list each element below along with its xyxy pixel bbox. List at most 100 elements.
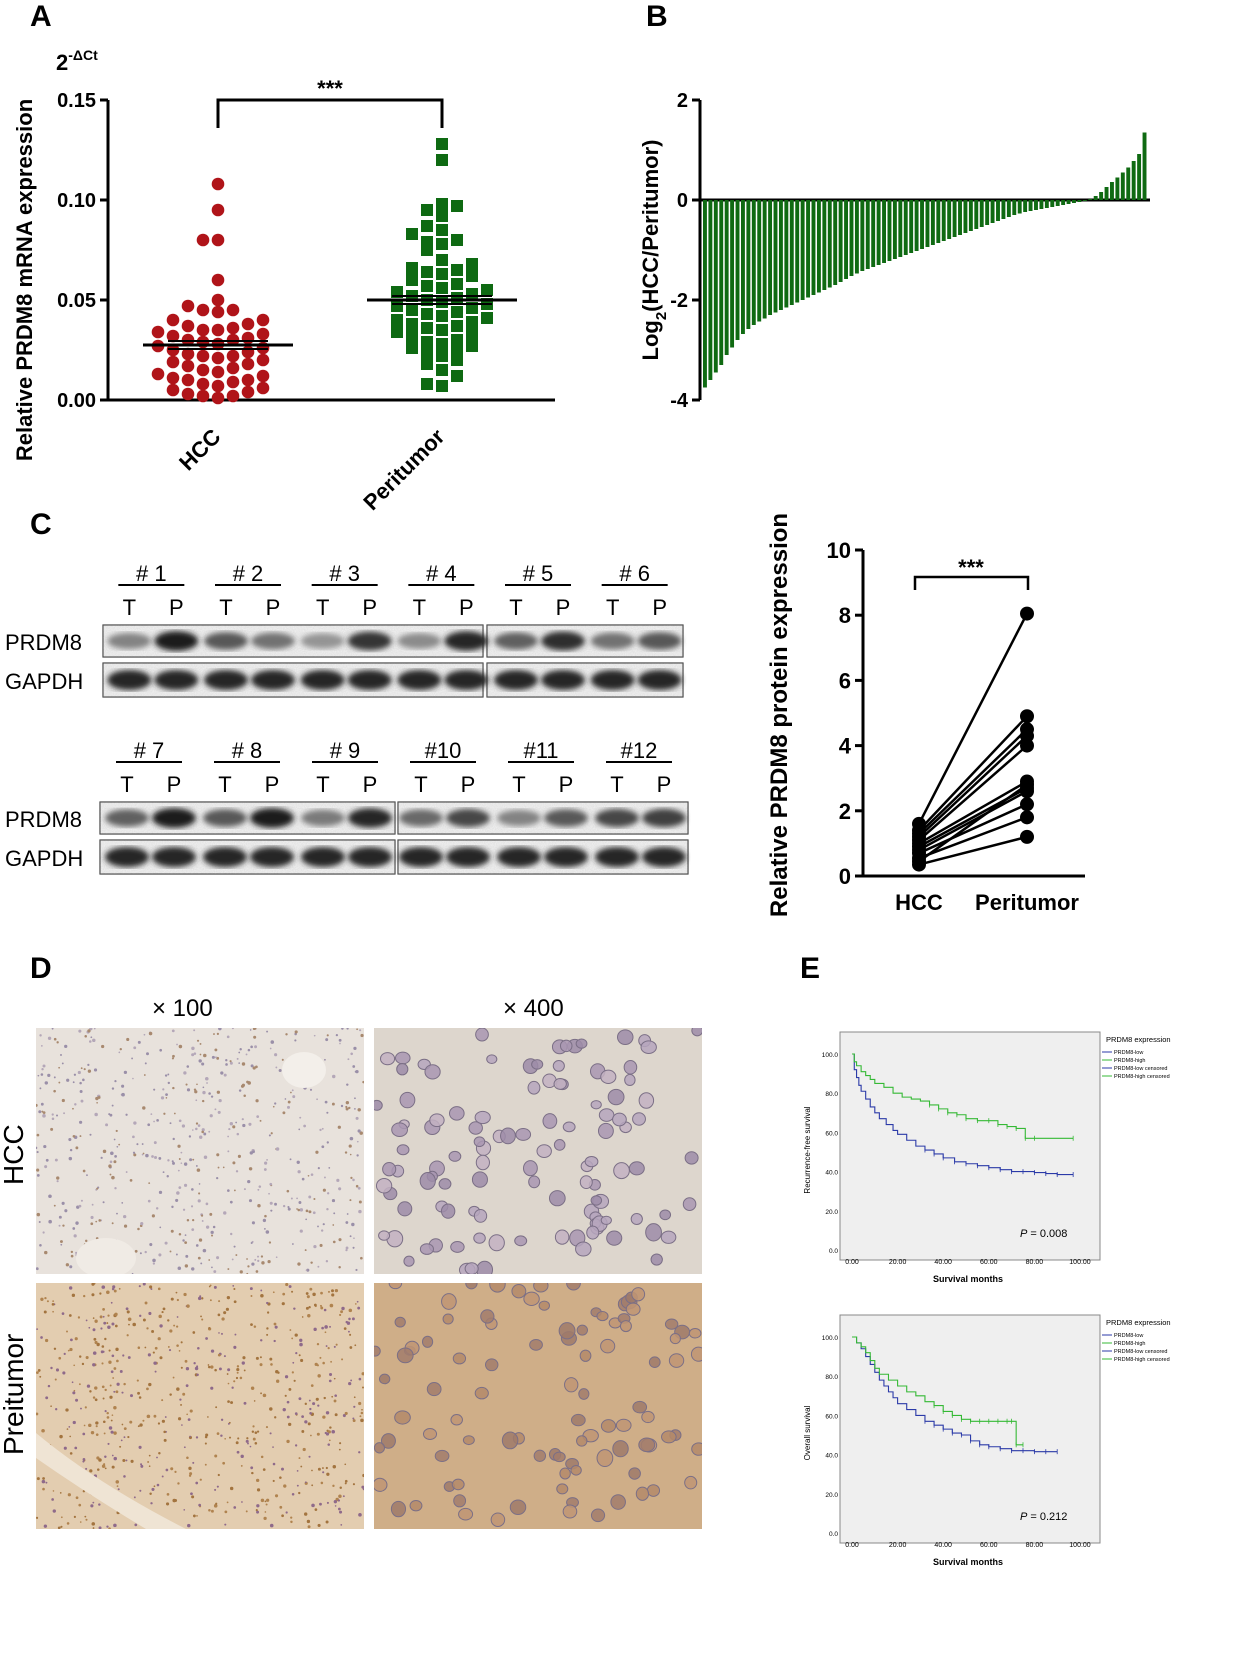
cell-nucleus — [82, 1078, 85, 1082]
cell-nucleus — [113, 1390, 116, 1393]
y-tick-label: -4 — [670, 390, 689, 412]
bar — [854, 200, 859, 274]
pair-line — [918, 744, 1028, 842]
cell-nucleus — [161, 1399, 164, 1402]
cell-nucleus — [260, 1339, 263, 1342]
cell-nucleus — [134, 1249, 138, 1253]
data-point-peritumor — [451, 320, 463, 332]
cell-nucleus — [232, 1125, 236, 1129]
cell-nucleus — [320, 1481, 324, 1485]
micrograph-peritumor-400x — [374, 1283, 702, 1529]
lane-label-t: T — [219, 595, 232, 620]
cell-nucleus — [50, 1405, 52, 1408]
cell-nucleus — [630, 1212, 643, 1225]
cell-nucleus — [201, 1099, 205, 1103]
cell-nucleus — [104, 1455, 107, 1458]
km-x-tick-label: 20.00 — [889, 1542, 907, 1549]
cell-nucleus — [256, 1510, 260, 1514]
cell-nucleus — [125, 1307, 129, 1311]
cell-nucleus — [101, 1285, 106, 1289]
blot-band — [590, 632, 635, 650]
cell-nucleus — [266, 1498, 270, 1502]
cell-nucleus — [195, 1436, 199, 1439]
cell-nucleus — [288, 1422, 292, 1427]
km-legend-title: PRDM8 expression — [1106, 1318, 1171, 1327]
cell-nucleus — [357, 1129, 361, 1133]
cell-nucleus — [279, 1505, 283, 1509]
cell-nucleus — [311, 1469, 313, 1472]
cell-nucleus — [327, 1290, 330, 1293]
cell-nucleus — [542, 1113, 558, 1129]
cell-nucleus — [227, 1422, 230, 1425]
cell-nucleus — [113, 1523, 117, 1528]
cell-nucleus — [246, 1080, 249, 1084]
micrograph-hcc-100x — [36, 1028, 364, 1274]
cell-nucleus — [576, 1435, 588, 1447]
cell-nucleus — [281, 1302, 285, 1306]
km-plot-overall: Overall survival Survival months 0.00 20.… — [803, 1314, 1171, 1567]
data-point-hcc — [241, 317, 255, 331]
cell-nucleus — [201, 1220, 204, 1222]
cell-nucleus — [358, 1451, 361, 1454]
lane-label-t: T — [606, 595, 619, 620]
cell-nucleus — [114, 1187, 117, 1190]
cell-nucleus — [136, 1143, 139, 1146]
cell-nucleus — [106, 1525, 109, 1528]
cell-nucleus — [349, 1153, 352, 1156]
cell-nucleus — [317, 1523, 321, 1527]
lane-label-p: P — [265, 772, 280, 797]
cell-nucleus — [612, 1440, 629, 1458]
cell-nucleus — [100, 1156, 103, 1159]
km-x-tick-label: 80.00 — [1026, 1259, 1044, 1266]
cell-nucleus — [149, 1285, 153, 1289]
cell-nucleus — [99, 1292, 102, 1295]
km-ylabel: Recurrence-free survival — [803, 1106, 812, 1193]
cell-nucleus — [260, 1498, 265, 1503]
cell-nucleus — [184, 1234, 187, 1237]
cell-nucleus — [66, 1330, 68, 1333]
cell-nucleus — [139, 1489, 142, 1492]
cell-nucleus — [153, 1120, 155, 1123]
cell-nucleus — [63, 1352, 66, 1355]
blot-band — [204, 670, 248, 690]
cell-nucleus — [356, 1154, 359, 1157]
cell-nucleus — [638, 1437, 656, 1453]
cell-nucleus — [294, 1412, 298, 1415]
significance-bracket — [216, 98, 444, 128]
lane-label-t: T — [218, 772, 231, 797]
cell-nucleus — [297, 1208, 301, 1212]
cell-nucleus — [348, 1308, 353, 1313]
cell-nucleus — [231, 1028, 234, 1030]
cell-nucleus — [186, 1304, 190, 1308]
cell-nucleus — [63, 1446, 67, 1450]
blot-band — [544, 847, 588, 867]
km-pvalue: P = 0.212 — [1020, 1511, 1067, 1523]
cell-nucleus — [354, 1344, 357, 1347]
y-tick-label: 6 — [839, 668, 851, 693]
cell-nucleus — [55, 1114, 59, 1117]
cell-nucleus — [255, 1478, 260, 1483]
bar — [1126, 167, 1131, 200]
cell-nucleus — [113, 1431, 117, 1435]
cell-nucleus — [174, 1470, 177, 1473]
cell-nucleus — [209, 1212, 213, 1216]
cell-nucleus — [51, 1113, 54, 1116]
y-tick-group: 0.000.050.100.15 — [57, 90, 108, 412]
cell-nucleus — [92, 1317, 95, 1319]
cell-nucleus — [92, 1328, 96, 1332]
data-point-hcc — [256, 327, 270, 341]
cell-nucleus — [201, 1062, 205, 1066]
cell-nucleus — [607, 1088, 625, 1106]
cell-nucleus — [515, 1127, 532, 1141]
cell-nucleus — [327, 1443, 331, 1446]
cell-nucleus — [691, 1028, 702, 1037]
lane-label-p: P — [461, 772, 476, 797]
cell-nucleus — [98, 1219, 102, 1222]
cell-nucleus — [230, 1401, 234, 1405]
cell-nucleus — [151, 1214, 155, 1218]
cell-nucleus — [102, 1308, 105, 1311]
km-y-tick-label: 100.0 — [822, 1052, 839, 1059]
cell-nucleus — [250, 1295, 253, 1297]
cell-nucleus — [338, 1038, 342, 1042]
cell-nucleus — [75, 1496, 79, 1500]
